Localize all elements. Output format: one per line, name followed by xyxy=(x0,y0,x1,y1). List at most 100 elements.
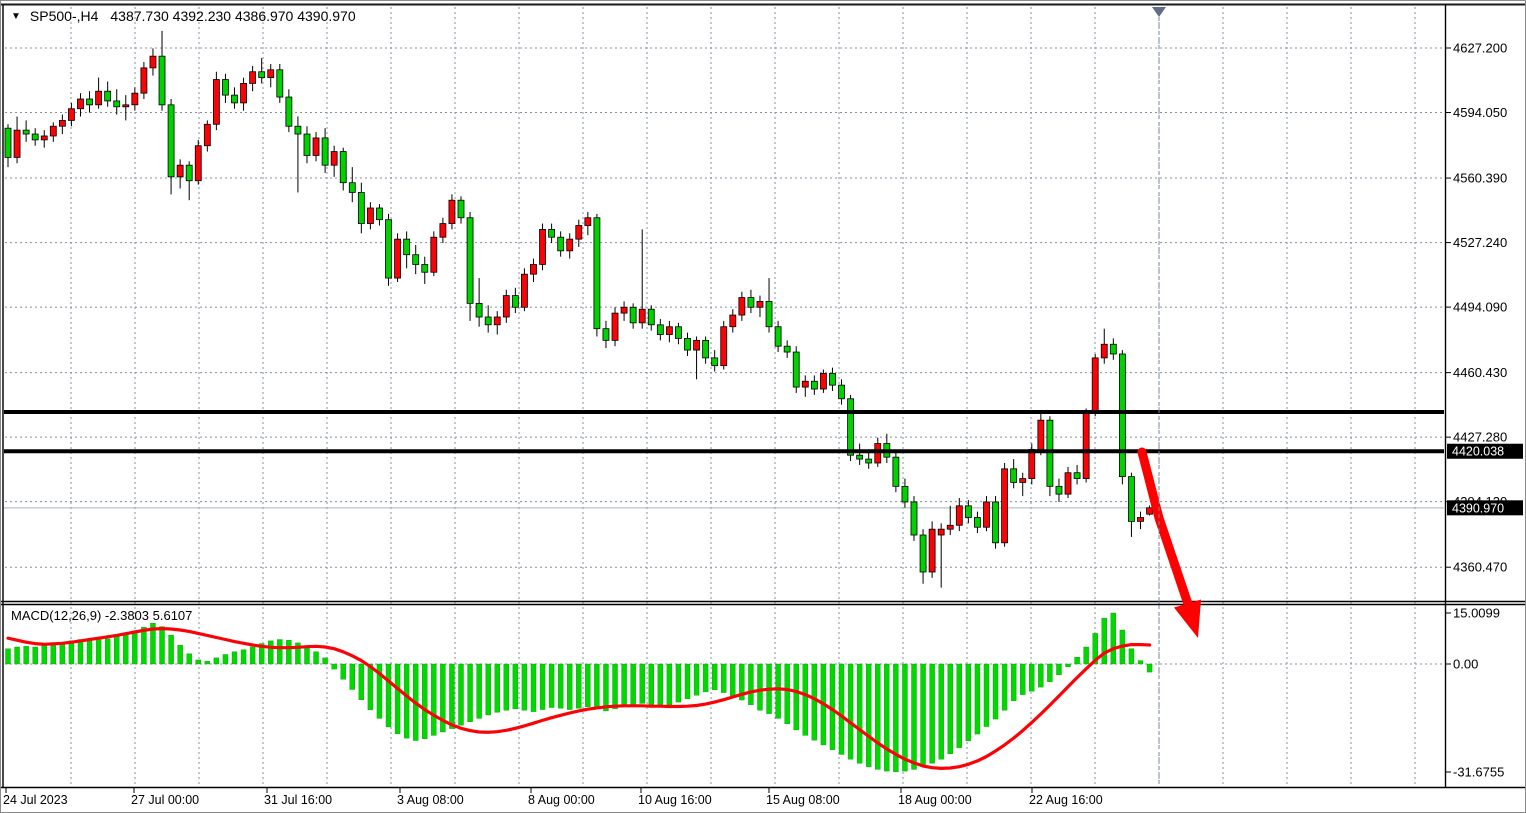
macd-histogram-bar xyxy=(440,663,446,733)
candle-body xyxy=(1055,485,1063,495)
macd-histogram-bar xyxy=(576,663,582,709)
candle-body xyxy=(747,297,755,308)
macd-histogram-bar xyxy=(1065,663,1071,667)
macd-histogram-bar xyxy=(920,663,926,767)
price-badge-bid xyxy=(1447,500,1523,516)
candle-body xyxy=(475,302,483,318)
macd-histogram-bar xyxy=(295,642,301,665)
macd-histogram-bar xyxy=(304,646,310,665)
trend-arrow-head[interactable] xyxy=(1174,599,1201,639)
time-axis-label: 24 Jul 2023 xyxy=(3,793,68,807)
candle-body xyxy=(838,384,845,400)
candle-body xyxy=(122,104,130,108)
candle-body xyxy=(49,125,57,137)
macd-histogram-bar xyxy=(177,645,183,665)
macd-histogram-bar xyxy=(222,654,229,665)
candle-body xyxy=(847,398,854,456)
macd-histogram-bar xyxy=(866,663,872,767)
candle-body xyxy=(1109,343,1117,355)
macd-histogram-bar xyxy=(648,663,654,705)
symbol-dropdown-icon[interactable]: ▼ xyxy=(11,10,21,22)
macd-histogram-bar xyxy=(77,639,84,665)
candle-body xyxy=(530,264,537,275)
candle-body xyxy=(964,505,972,518)
macd-histogram-bar xyxy=(503,663,509,711)
price-axis-label: 4527.240 xyxy=(1453,235,1507,250)
macd-histogram-bar xyxy=(612,663,618,710)
macd-histogram-bar xyxy=(956,663,962,748)
candle-body xyxy=(720,326,728,367)
macd-histogram-bar xyxy=(530,663,537,712)
macd-histogram-bar xyxy=(249,646,256,665)
candle-body xyxy=(185,164,193,182)
candle-body xyxy=(502,295,510,318)
macd-histogram-bar xyxy=(847,663,854,760)
macd-histogram-bar xyxy=(775,663,781,719)
macd-histogram-bar xyxy=(268,640,274,665)
macd-histogram-bar xyxy=(159,626,165,665)
macd-histogram-bar xyxy=(95,637,102,665)
price-axis-label: 4560.390 xyxy=(1453,171,1507,186)
macd-histogram-bar xyxy=(730,663,736,697)
candle-body xyxy=(285,96,293,127)
price-axis-label: 4360.470 xyxy=(1453,560,1507,575)
macd-histogram-bar xyxy=(286,640,292,665)
candle-body xyxy=(258,71,266,78)
candle-body xyxy=(684,338,691,351)
candle-body xyxy=(403,238,411,256)
macd-histogram-bar xyxy=(1001,663,1008,711)
candle-body xyxy=(312,137,320,156)
candle-body xyxy=(656,324,664,335)
macd-histogram-bar xyxy=(567,663,573,710)
macd-histogram-bar xyxy=(802,663,808,736)
bar-marker-icon[interactable] xyxy=(1152,7,1166,17)
candle-body xyxy=(1019,478,1027,483)
macd-histogram-bar xyxy=(539,663,546,710)
candle-body xyxy=(86,98,93,106)
macd-histogram-bar xyxy=(349,663,355,690)
candle-body xyxy=(13,129,21,158)
macd-histogram-bar xyxy=(947,663,953,754)
candle-body xyxy=(937,528,945,536)
price-axis-label: 4494.090 xyxy=(1453,300,1507,315)
macd-histogram-bar xyxy=(114,636,120,665)
macd-histogram-bar xyxy=(322,657,328,665)
macd-histogram-bar xyxy=(856,663,863,764)
macd-histogram-bar xyxy=(702,663,709,693)
macd-histogram-bar xyxy=(911,663,917,770)
candle-body xyxy=(738,297,746,316)
candle-body xyxy=(203,123,211,147)
candle-body xyxy=(231,94,238,104)
macd-histogram-bar xyxy=(340,663,346,680)
candle-body xyxy=(539,229,546,265)
candle-body xyxy=(366,207,374,224)
candle-body xyxy=(702,339,710,359)
macd-histogram-bar xyxy=(1101,617,1107,665)
macd-histogram-bar xyxy=(41,645,47,665)
macd-histogram-bar xyxy=(512,663,519,710)
macd-histogram-bar xyxy=(467,663,473,722)
macd-histogram-bar xyxy=(195,659,201,665)
candle-body xyxy=(267,69,275,78)
candle-body xyxy=(865,458,873,464)
macd-histogram-bar xyxy=(521,663,528,711)
candle-body xyxy=(829,373,836,386)
macd-histogram-bar xyxy=(548,663,555,708)
candle-body xyxy=(810,380,818,390)
candle-body xyxy=(665,326,673,335)
macd-histogram-bar xyxy=(485,663,491,716)
macd-histogram-bar xyxy=(1146,663,1153,673)
macd-histogram-bar xyxy=(639,663,645,704)
macd-histogram-bar xyxy=(983,663,990,727)
candle-body xyxy=(801,380,809,388)
macd-histogram-bar xyxy=(231,651,238,665)
macd-histogram-bar xyxy=(811,663,818,741)
macd-histogram-bar xyxy=(675,663,682,703)
time-axis-label: 27 Jul 00:00 xyxy=(131,793,199,807)
candle-body xyxy=(566,238,574,252)
macd-histogram-bar xyxy=(974,663,981,735)
macd-histogram-bar xyxy=(1128,648,1135,665)
candle-body xyxy=(955,505,963,526)
candle-body xyxy=(457,199,465,219)
